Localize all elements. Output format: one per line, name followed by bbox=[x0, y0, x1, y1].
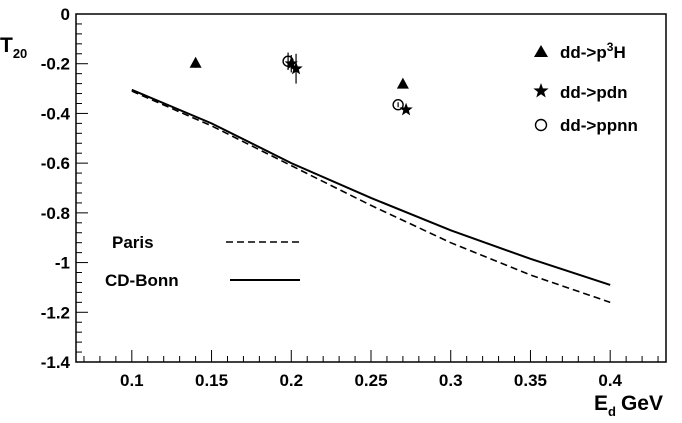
x-tick-label: 0.25 bbox=[354, 371, 387, 390]
x-axis-title-unit: GeV bbox=[621, 392, 663, 415]
axis-tick-labels: 0.1 0.15 0.2 0.25 0.3 0.35 0.4 0 -0.2 -0.4 -0.6 -0.… bbox=[41, 5, 623, 390]
y-tick-label: -1 bbox=[55, 254, 70, 273]
x-axis-title-main: E bbox=[594, 392, 608, 415]
y-tick-label: -1.2 bbox=[41, 303, 70, 322]
legend-marker-triangle bbox=[534, 45, 548, 57]
legend-marker-star bbox=[533, 83, 549, 98]
legend-label-dd-ppnn: dd->ppnn bbox=[560, 116, 638, 135]
point-dd-pdn bbox=[399, 102, 413, 116]
y-tick-label: -0.2 bbox=[41, 55, 70, 74]
data-points bbox=[189, 52, 413, 116]
y-tick-label: -0.8 bbox=[41, 204, 70, 223]
theory-curves bbox=[131, 88, 611, 304]
legend-lines: Paris CD-Bonn bbox=[105, 233, 300, 290]
y-axis-title-sub: 20 bbox=[13, 46, 27, 61]
point-dd-pdn bbox=[289, 61, 303, 75]
curve-cd-bonn bbox=[131, 88, 611, 286]
plot-frame bbox=[75, 13, 667, 363]
point-dd-p3h bbox=[189, 56, 202, 68]
legend-label-dd-p3h: dd->p3H bbox=[560, 40, 626, 62]
x-axis-title-sub: d bbox=[608, 404, 616, 419]
y-tick-label: -0.4 bbox=[41, 104, 71, 123]
curve-paris bbox=[131, 90, 611, 304]
x-tick-label: 0.1 bbox=[120, 371, 144, 390]
legend-label-cd-bonn: CD-Bonn bbox=[105, 271, 179, 290]
point-dd-ppnn bbox=[282, 55, 294, 67]
y-tick-label: -1.4 bbox=[41, 353, 71, 372]
y-tick-label: 0 bbox=[61, 5, 70, 24]
point-dd-pdn bbox=[284, 56, 298, 70]
x-tick-label: 0.4 bbox=[598, 371, 622, 390]
point-dd-ppnn bbox=[392, 99, 404, 111]
y-axis-title: T20 bbox=[0, 34, 27, 61]
x-tick-label: 0.35 bbox=[514, 371, 547, 390]
x-tick-label: 0.3 bbox=[439, 371, 463, 390]
x-tick-label: 0.15 bbox=[195, 371, 228, 390]
legend-label-dd-pdn: dd->pdn bbox=[560, 83, 628, 102]
legend-marker-circle bbox=[534, 118, 548, 132]
y-tick-label: -0.6 bbox=[41, 154, 70, 173]
legend-label-paris: Paris bbox=[112, 233, 154, 252]
axis-ticks bbox=[76, 13, 659, 363]
x-axis-title: Ed GeV bbox=[594, 392, 663, 419]
legend-points: dd->p3H dd->pdn dd->ppnn bbox=[533, 40, 638, 135]
x-tick-label: 0.2 bbox=[279, 371, 303, 390]
y-axis-title-main: T bbox=[0, 34, 13, 57]
point-dd-p3h bbox=[396, 77, 409, 89]
